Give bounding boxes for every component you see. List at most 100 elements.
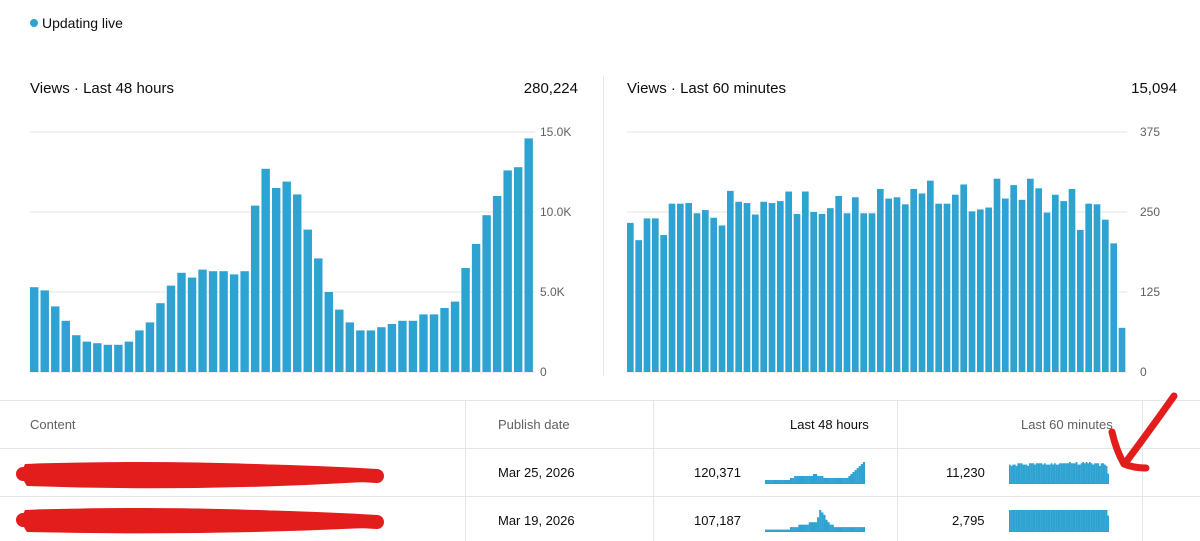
chart-bar[interactable]: [1085, 203, 1092, 372]
chart-bar[interactable]: [910, 188, 917, 372]
chart-bar[interactable]: [429, 314, 439, 372]
chart-bar[interactable]: [198, 269, 207, 372]
chart-bar[interactable]: [635, 240, 642, 372]
chart-bar[interactable]: [503, 170, 512, 372]
chart-bar[interactable]: [377, 327, 386, 372]
chart-bar[interactable]: [860, 213, 867, 372]
chart-bar[interactable]: [727, 190, 734, 372]
chart-bar[interactable]: [492, 196, 502, 372]
chart-bar[interactable]: [685, 203, 692, 372]
chart-bar[interactable]: [1010, 185, 1017, 372]
header-last-60-minutes[interactable]: Last 60 minutes: [1021, 417, 1113, 432]
chart-bar[interactable]: [735, 201, 742, 372]
chart-bar[interactable]: [398, 320, 407, 372]
chart-bar[interactable]: [968, 211, 976, 372]
chart-bar[interactable]: [156, 303, 165, 372]
chart-bar[interactable]: [985, 207, 992, 372]
chart-bar[interactable]: [250, 205, 260, 372]
chart-bar[interactable]: [1118, 327, 1126, 372]
chart-bar[interactable]: [835, 196, 842, 372]
header-content[interactable]: Content: [30, 417, 76, 432]
chart-bar[interactable]: [513, 167, 523, 372]
chart-bar[interactable]: [408, 320, 418, 372]
chart-bar[interactable]: [419, 314, 428, 372]
chart-bar[interactable]: [660, 235, 667, 372]
chart-bar[interactable]: [902, 204, 909, 372]
chart-bar[interactable]: [952, 194, 959, 372]
chart-bar[interactable]: [240, 271, 249, 372]
chart-bar[interactable]: [693, 213, 701, 372]
chart-bar[interactable]: [271, 188, 281, 372]
chart-bar[interactable]: [1077, 229, 1084, 372]
chart-bar[interactable]: [1093, 204, 1101, 372]
chart-bar[interactable]: [710, 217, 717, 372]
chart-bar[interactable]: [918, 193, 926, 372]
chart-bar[interactable]: [1052, 194, 1059, 372]
chart-bar[interactable]: [1068, 188, 1076, 372]
chart-bar[interactable]: [40, 290, 49, 372]
chart-bar[interactable]: [345, 322, 355, 372]
chart-bar[interactable]: [643, 218, 651, 372]
chart-bar[interactable]: [303, 229, 312, 372]
chart-bar[interactable]: [752, 214, 759, 372]
chart-bar[interactable]: [93, 343, 102, 372]
chart-bar[interactable]: [135, 330, 144, 372]
chart-bar[interactable]: [802, 191, 809, 372]
chart-bar[interactable]: [627, 222, 634, 372]
chart-bar[interactable]: [702, 210, 709, 372]
chart-bar[interactable]: [103, 344, 113, 372]
chart-bar[interactable]: [935, 203, 942, 372]
chart-bar[interactable]: [145, 322, 155, 372]
chart-bar[interactable]: [219, 271, 228, 372]
chart-bar[interactable]: [293, 194, 302, 372]
chart-bar[interactable]: [114, 344, 123, 372]
chart-bar[interactable]: [827, 208, 834, 372]
chart-bar[interactable]: [450, 301, 460, 372]
chart-bar[interactable]: [977, 209, 984, 372]
chart-bar[interactable]: [30, 287, 39, 372]
chart-bar[interactable]: [1035, 188, 1042, 372]
chart-bar[interactable]: [777, 201, 784, 372]
chart-bar[interactable]: [177, 272, 186, 372]
header-last-48-hours[interactable]: Last 48 hours: [790, 417, 869, 432]
chart-bar[interactable]: [793, 213, 801, 372]
chart-bar[interactable]: [461, 268, 470, 372]
chart-bar[interactable]: [677, 203, 684, 372]
chart-bar[interactable]: [852, 197, 859, 372]
chart-bar[interactable]: [818, 213, 826, 372]
chart-bar[interactable]: [927, 180, 934, 372]
chart-bar[interactable]: [718, 225, 726, 372]
chart-bar[interactable]: [356, 330, 365, 372]
chart-bar[interactable]: [335, 309, 344, 372]
chart-bar[interactable]: [282, 181, 291, 372]
chart-bar[interactable]: [61, 320, 70, 372]
chart-bar[interactable]: [1102, 219, 1109, 372]
chart-bar[interactable]: [524, 138, 533, 372]
chart-bar[interactable]: [668, 203, 676, 372]
chart-bar[interactable]: [652, 218, 659, 372]
chart-bar[interactable]: [261, 168, 270, 372]
chart-bar[interactable]: [743, 203, 751, 372]
chart-bar[interactable]: [877, 188, 884, 372]
chart-bar[interactable]: [1060, 201, 1067, 372]
chart-bar[interactable]: [366, 330, 376, 372]
chart-bar[interactable]: [208, 271, 218, 372]
chart-bar[interactable]: [1043, 212, 1051, 372]
chart-bar[interactable]: [810, 212, 817, 372]
chart-bar[interactable]: [893, 197, 901, 372]
chart-bar[interactable]: [187, 277, 197, 372]
chart-bar[interactable]: [471, 244, 481, 372]
chart-bar[interactable]: [124, 341, 134, 372]
chart-bar[interactable]: [82, 341, 92, 372]
chart-bar[interactable]: [166, 285, 176, 372]
chart-bar[interactable]: [943, 203, 951, 372]
chart-bar[interactable]: [760, 201, 767, 372]
chart-bar[interactable]: [868, 213, 876, 372]
chart-bar[interactable]: [1002, 198, 1009, 372]
header-publish-date[interactable]: Publish date: [498, 417, 570, 432]
chart-bar[interactable]: [314, 258, 323, 372]
chart-bar[interactable]: [482, 215, 491, 372]
chart-bar[interactable]: [1018, 199, 1026, 372]
chart-bar[interactable]: [960, 184, 967, 372]
chart-bar[interactable]: [768, 203, 776, 372]
